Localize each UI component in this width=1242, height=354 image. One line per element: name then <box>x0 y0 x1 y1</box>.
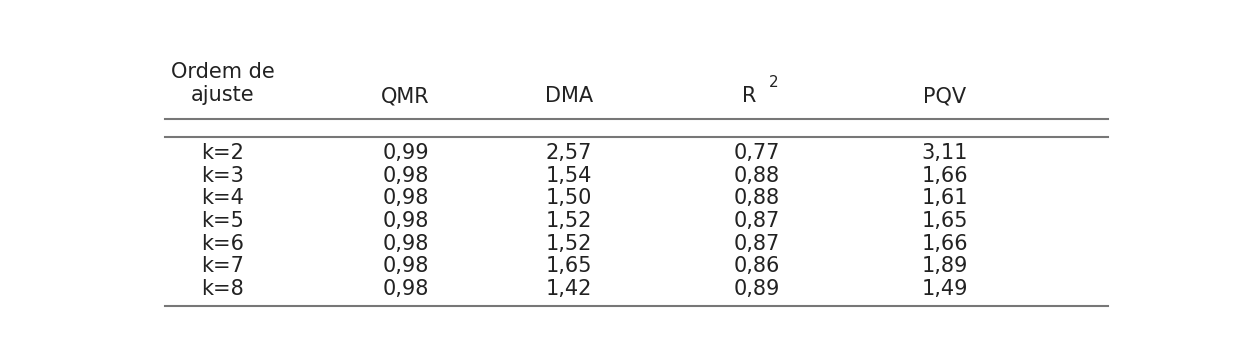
Text: 0,98: 0,98 <box>383 188 428 209</box>
Text: 1,66: 1,66 <box>922 166 968 186</box>
Text: k=6: k=6 <box>201 234 245 253</box>
Text: R: R <box>741 86 756 106</box>
Text: k=3: k=3 <box>201 166 245 186</box>
Text: k=8: k=8 <box>201 279 243 299</box>
Text: 1,52: 1,52 <box>546 211 592 231</box>
Text: 0,88: 0,88 <box>734 166 780 186</box>
Text: 1,42: 1,42 <box>546 279 592 299</box>
Text: 1,61: 1,61 <box>922 188 968 209</box>
Text: PQV: PQV <box>923 86 966 106</box>
Text: 0,86: 0,86 <box>734 256 780 276</box>
Text: 1,65: 1,65 <box>922 211 968 231</box>
Text: 1,89: 1,89 <box>922 256 968 276</box>
Text: k=4: k=4 <box>201 188 245 209</box>
Text: 3,11: 3,11 <box>922 143 968 163</box>
Text: 0,88: 0,88 <box>734 188 780 209</box>
Text: 0,98: 0,98 <box>383 256 428 276</box>
Text: 0,98: 0,98 <box>383 279 428 299</box>
Text: k=2: k=2 <box>201 143 245 163</box>
Text: QMR: QMR <box>381 86 430 106</box>
Text: 1,50: 1,50 <box>546 188 592 209</box>
Text: 0,89: 0,89 <box>734 279 780 299</box>
Text: 1,66: 1,66 <box>922 234 968 253</box>
Text: 0,87: 0,87 <box>734 234 780 253</box>
Text: 0,98: 0,98 <box>383 234 428 253</box>
Text: 2: 2 <box>769 75 779 90</box>
Text: Ordem de
ajuste: Ordem de ajuste <box>170 62 274 105</box>
Text: 0,99: 0,99 <box>383 143 428 163</box>
Text: k=7: k=7 <box>201 256 245 276</box>
Text: DMA: DMA <box>545 86 594 106</box>
Text: 1,54: 1,54 <box>546 166 592 186</box>
Text: 1,49: 1,49 <box>922 279 968 299</box>
Text: 0,98: 0,98 <box>383 211 428 231</box>
Text: k=5: k=5 <box>201 211 245 231</box>
Text: 2,57: 2,57 <box>546 143 592 163</box>
Text: 1,65: 1,65 <box>546 256 592 276</box>
Text: 0,98: 0,98 <box>383 166 428 186</box>
Text: 0,77: 0,77 <box>734 143 780 163</box>
Text: 1,52: 1,52 <box>546 234 592 253</box>
Text: 0,87: 0,87 <box>734 211 780 231</box>
